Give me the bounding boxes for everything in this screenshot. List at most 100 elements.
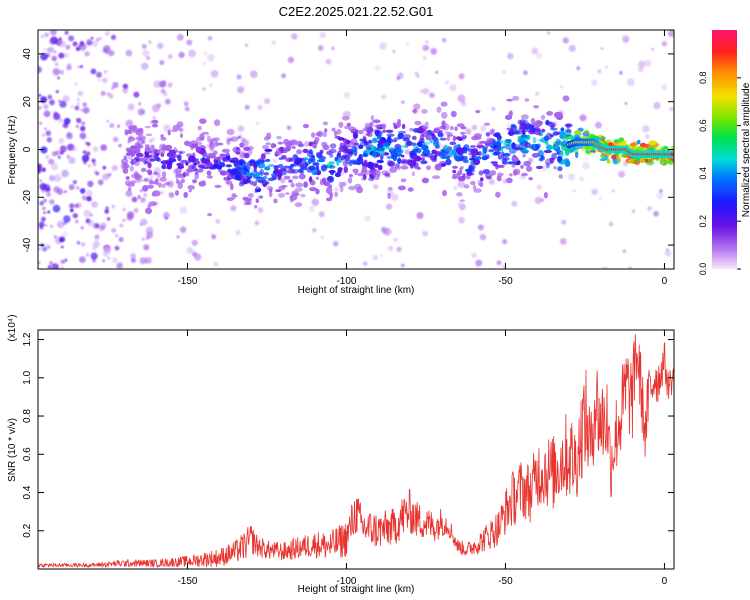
spectrogram-ridge-cell — [120, 158, 129, 165]
spectrogram-noise-cell — [77, 65, 80, 69]
spectrogram-ridge-cell — [271, 175, 276, 180]
spectrogram-noise-cell — [57, 76, 60, 80]
spectrogram-ridge-cell — [206, 163, 215, 169]
spectrogram-noise-cell — [47, 210, 51, 214]
spectrogram-ridge-cell — [409, 163, 414, 169]
spectrogram-ridge-cell — [331, 127, 336, 132]
spectrogram-ridge-cell — [206, 170, 212, 176]
spectrogram-noise-cell — [52, 204, 61, 213]
snr-x-tick-label: -150 — [177, 576, 197, 587]
spectrogram-noise-cell — [111, 164, 118, 171]
spectrogram-noise-cell — [102, 77, 108, 84]
spectrogram-noise-cell — [400, 263, 405, 268]
spectrogram-noise-cell — [576, 66, 581, 71]
spectrogram-ridge-cell — [620, 152, 628, 158]
spectrogram-ridge-cell — [190, 143, 199, 149]
spectrogram-ridge-cell — [314, 136, 320, 142]
spectrogram-noise-cell — [58, 52, 65, 59]
spectrogram-noise-cell — [255, 121, 259, 126]
spectrogram-ridge-cell — [225, 178, 230, 185]
spectrogram-ridge-cell — [134, 142, 141, 148]
colorbar: 0.0 0.2 0.4 0.6 0.8 Normalized spectral ampl… — [698, 30, 750, 275]
spectrogram-noise-cell — [626, 78, 635, 86]
spectrogram-ridge-cell — [339, 186, 344, 193]
spectrogram-ridge-cell — [618, 137, 625, 142]
spectrogram-ridge-cell — [221, 148, 230, 153]
spectrogram-ridge-cell — [239, 142, 245, 148]
spectrogram-ridge-cell — [243, 152, 250, 159]
spectrogram-noise-cell — [98, 37, 102, 40]
spectrogram-noise-cell — [236, 74, 242, 80]
spectrogram-ridge-cell — [581, 148, 586, 152]
spectrogram-noise-cell — [422, 230, 428, 237]
spectrogram-noise-cell — [379, 254, 383, 257]
spectrogram-ridge-cell — [159, 176, 167, 182]
spectrogram-ridge-cell — [131, 147, 135, 154]
spectrogram-noise-cell — [203, 51, 208, 56]
spectrogram-noise-cell — [579, 176, 584, 182]
spectrogram-noise-cell — [105, 206, 109, 211]
spectrogram-ridge-cell — [357, 172, 364, 177]
spectrogram-ridge-cell — [506, 98, 513, 102]
spectrogram-ridge-cell — [496, 164, 505, 168]
spectrogram-noise-cell — [102, 173, 110, 181]
spectrogram-ridge-cell — [328, 185, 333, 189]
spectrogram-noise-cell — [491, 106, 496, 112]
spectrogram-ridge-cell — [478, 170, 484, 176]
spectrogram-noise-cell — [624, 101, 628, 105]
spectrogram-ridge-cell — [322, 121, 328, 126]
spectrogram-ridge-cell — [351, 145, 358, 152]
spectrogram-ridge-cell — [520, 114, 529, 120]
spectrogram-noise-cell — [511, 200, 518, 207]
spectrogram-ridge-cell — [411, 135, 417, 140]
spectrogram-ridge-cell — [273, 198, 278, 204]
spectrogram-ridge-cell — [670, 145, 674, 151]
spectrogram-ridge-cell — [461, 135, 467, 139]
spectrogram-noise-cell — [125, 190, 133, 197]
spectrogram-noise-cell — [179, 206, 187, 214]
spectrogram-noise-cell — [623, 161, 628, 167]
spectrogram-noise-cell — [536, 52, 543, 59]
spectrogram-ridge-cell — [308, 149, 313, 155]
spectrogram-ridge-cell — [457, 137, 463, 141]
spectrogram-ridge-cell — [469, 145, 476, 148]
spectrogram-ridge-cell — [187, 185, 195, 190]
spectrogram-noise-cell — [133, 91, 140, 98]
spectrogram-ridge-cell — [126, 130, 134, 134]
spectrogram-noise-cell — [471, 252, 477, 258]
spectrogram-ridge-cell — [245, 171, 252, 177]
spectrogram-noise-cell — [49, 261, 54, 266]
spectrogram-noise-cell — [102, 165, 107, 170]
spectrogram-ridge-cell — [122, 168, 129, 174]
spectrogram-ridge-cell — [158, 182, 162, 188]
spectrogram-ridge-cell — [177, 154, 182, 162]
spectrogram-ridge-cell — [262, 144, 269, 150]
spectrogram-noise-cell — [60, 150, 64, 155]
spectrogram-ridge-cell — [432, 140, 440, 147]
spectrogram-noise-cell — [235, 230, 241, 236]
spectrogram-noise-cell — [167, 82, 173, 88]
spectrogram-noise-cell — [83, 209, 92, 218]
spectrogram-ridge-cell — [521, 172, 528, 177]
spectrogram-ridge-cell — [169, 157, 175, 163]
spectrogram-noise-cell — [131, 196, 138, 203]
spectrogram-ridge-cell — [439, 152, 446, 159]
spectrogram-noise-cell — [430, 48, 438, 55]
spectrogram-ridge-cell — [343, 166, 348, 174]
spectrogram-noise-cell — [237, 86, 244, 94]
spectrogram-ridge-cell — [432, 175, 441, 180]
spectrogram-ridge-cell — [320, 164, 328, 172]
spectrogram-ridge-cell — [477, 180, 482, 186]
spectrogram-ridge-cell — [255, 186, 260, 190]
spectrogram-noise-cell — [41, 167, 46, 173]
spectrogram-ridge-cell — [440, 101, 448, 107]
spectrogram-ridge-cell — [342, 160, 348, 167]
spectrogram-ridge-cell — [144, 146, 151, 153]
spectrogram-noise-cell — [317, 45, 324, 51]
spectrogram-ridge-cell — [395, 146, 402, 153]
spectrogram-ridge-cell — [496, 175, 502, 182]
spectrogram-ridge-cell — [311, 141, 317, 145]
spectrogram-noise-cell — [638, 60, 646, 69]
spectrogram-noise-cell — [46, 191, 51, 197]
